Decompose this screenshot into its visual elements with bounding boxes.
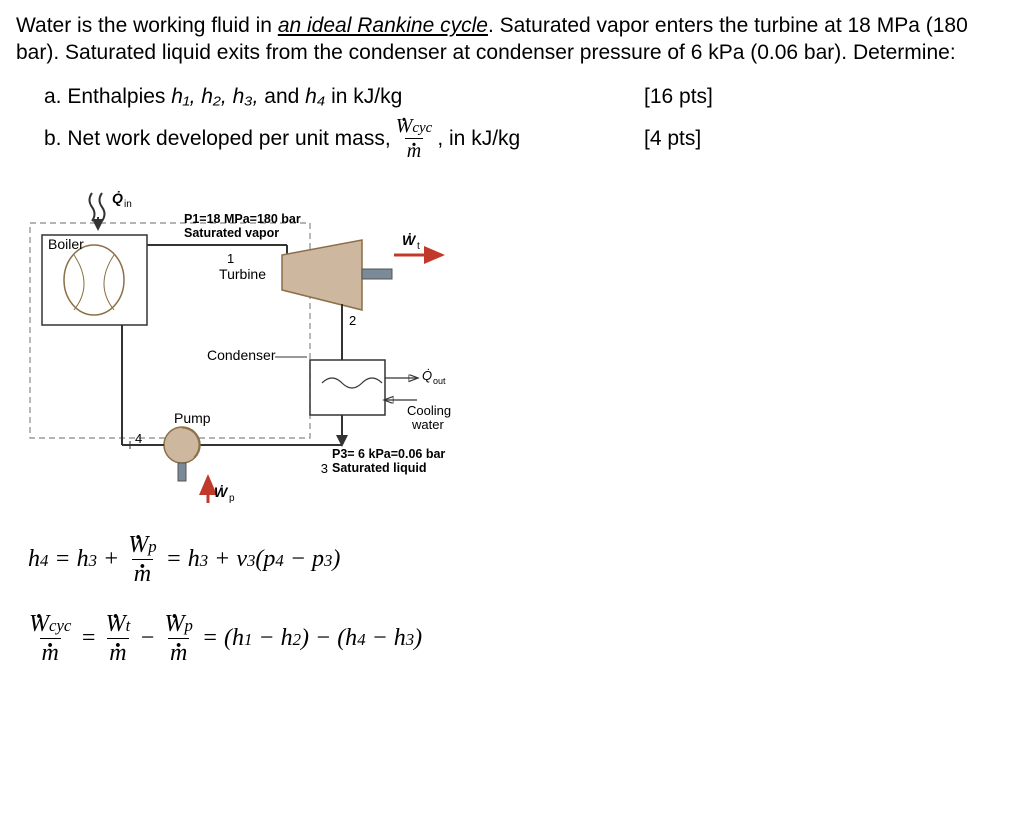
state4: 4: [135, 431, 142, 446]
rankine-diagram: Q̇ in Boiler P1=18 MPa=180 bar Saturated…: [22, 185, 492, 515]
svg-text:Q̇: Q̇: [422, 368, 432, 383]
intro-text-1: Water is the working fluid in: [16, 14, 278, 37]
eq2-frac3: Wp m: [162, 612, 194, 665]
satvap-label: Saturated vapor: [184, 226, 279, 240]
qa-and: and: [264, 85, 305, 108]
state1: 1: [227, 251, 234, 266]
qb-den: m: [405, 138, 423, 161]
qa-suffix: in kJ/kg: [331, 85, 402, 108]
eq2-rhs: = (h1 − h2) − (h4 − h3): [202, 623, 422, 654]
eq2-frac2: Wt m: [104, 612, 133, 665]
intro-underlined: an ideal Rankine cycle: [278, 14, 488, 37]
svg-text:p: p: [229, 493, 235, 504]
question-b-points: [4 pts]: [644, 125, 744, 152]
satliq-label: Saturated liquid: [332, 461, 426, 475]
eq2-eq1: =: [80, 623, 96, 654]
cooling-label: Cooling: [407, 403, 451, 418]
question-a-text: a. Enthalpies h₁, h₂, h₃, and h₄ in kJ/k…: [44, 83, 644, 110]
equation-wcyc: Wcyc m = Wt m − Wp m = (h1 − h2) − (h4 −…: [24, 612, 1008, 665]
boiler-label: Boiler: [48, 236, 84, 252]
pump-label: Pump: [174, 410, 211, 426]
p1-label: P1=18 MPa=180 bar: [184, 212, 301, 226]
problem-statement: Water is the working fluid in an ideal R…: [16, 12, 1008, 67]
qb-suffix: , in kJ/kg: [437, 125, 520, 152]
qa-var4: h₄: [305, 85, 331, 108]
qa-vars: h₁, h₂, h₃,: [171, 85, 264, 108]
turbine-label: Turbine: [219, 266, 266, 282]
svg-text:Ẇ: Ẇ: [214, 484, 229, 500]
qb-prefix: b. Net work developed per unit mass,: [44, 125, 391, 152]
question-b-row: b. Net work developed per unit mass, Wcy…: [44, 116, 1008, 161]
eq2-minus: −: [139, 623, 155, 654]
svg-text:t: t: [417, 241, 420, 252]
equation-h4: h4 = h3 + Wp m = h3 + v3(p4 − p3): [24, 533, 1008, 586]
question-a-points: [16 pts]: [644, 83, 744, 110]
p3-label: P3= 6 kPa=0.06 bar: [332, 447, 445, 461]
qb-fraction: Wcyc m: [394, 116, 435, 161]
eq2-frac1: Wcyc m: [27, 612, 73, 665]
svg-text:Q̇: Q̇: [112, 190, 123, 206]
svg-text:Ẇ: Ẇ: [402, 232, 417, 248]
question-list: a. Enthalpies h₁, h₂, h₃, and h₄ in kJ/k…: [44, 83, 1008, 161]
svg-text:out: out: [433, 376, 446, 386]
svg-text:in: in: [124, 199, 132, 210]
eq1-rhs: = h3 + v3(p4 − p3): [166, 544, 341, 575]
eq1-lhs: h4 = h3 +: [28, 544, 119, 575]
qa-prefix: a. Enthalpies: [44, 85, 171, 108]
condenser-label: Condenser: [207, 347, 276, 363]
state2: 2: [349, 313, 356, 328]
state3: 3: [321, 461, 328, 476]
question-b-text: b. Net work developed per unit mass, Wcy…: [44, 116, 644, 161]
eq1-frac: Wp m: [126, 533, 158, 586]
cooling-label2: water: [411, 417, 444, 432]
question-a-row: a. Enthalpies h₁, h₂, h₃, and h₄ in kJ/k…: [44, 83, 1008, 110]
